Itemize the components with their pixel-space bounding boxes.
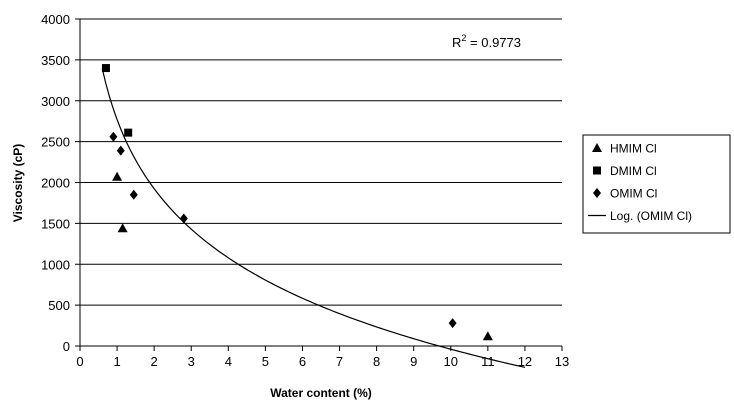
legend-square-marker: [593, 166, 601, 175]
y-tick-label: 2000: [41, 176, 70, 191]
trendline-omim-cl: [101, 68, 526, 368]
point-hmim-cl: [482, 331, 493, 341]
x-tick-label: 5: [262, 354, 269, 369]
y-tick-label: 4000: [41, 12, 70, 27]
legend-diamond-marker: [593, 188, 601, 198]
legend-triangle-marker: [592, 143, 602, 152]
y-tick-label: 0: [63, 339, 70, 354]
trendline: [101, 68, 526, 368]
r-squared-value: = 0.9773: [466, 35, 521, 50]
x-tick-label: 0: [76, 354, 83, 369]
r-squared-superscript: 2: [461, 33, 466, 43]
x-tick-label: 9: [410, 354, 417, 369]
y-tick-label: 2500: [41, 135, 70, 150]
legend-label: DMIM Cl: [610, 164, 657, 178]
point-omim-cl: [448, 318, 457, 329]
axes: [75, 18, 563, 351]
x-tick-labels: 0 1 2 3 4 5 6 7 8 9 10 11 12 13: [76, 354, 569, 369]
point-hmim-cl: [112, 171, 123, 181]
x-axis-title: Water content (%): [270, 386, 372, 400]
x-tick-label: 1: [113, 354, 120, 369]
x-tick-label: 12: [518, 354, 532, 369]
point-omim-cl: [109, 131, 118, 142]
point-dmim-cl: [101, 64, 110, 73]
legend-box: [582, 134, 731, 234]
y-tick-label: 500: [48, 298, 70, 313]
x-tick-label: 6: [299, 354, 306, 369]
x-tick-label: 7: [336, 354, 343, 369]
legend: HMIM Cl DMIM Cl OMIM Cl Log. (OMIM Cl): [582, 134, 731, 234]
y-tick-label: 1000: [41, 257, 70, 272]
x-tick-label: 2: [151, 354, 158, 369]
x-tick-label: 8: [373, 354, 380, 369]
r-squared-prefix: R: [452, 35, 461, 50]
point-omim-cl: [179, 213, 188, 224]
x-tick-label: 13: [555, 354, 569, 369]
r-squared-annotation: R2 = 0.9773: [452, 33, 521, 50]
legend-label: OMIM Cl: [610, 187, 657, 201]
x-tick-label: 10: [444, 354, 458, 369]
y-tick-label: 3000: [41, 94, 70, 109]
grid-lines: [80, 18, 562, 306]
y-tick-labels: 0 500 1000 1500 2000 2500 3000 3500 4000: [41, 12, 70, 354]
point-omim-cl: [129, 189, 138, 200]
legend-label: HMIM Cl: [610, 142, 657, 156]
y-tick-label: 1500: [41, 216, 70, 231]
point-omim-cl: [116, 145, 125, 156]
x-tick-label: 4: [225, 354, 232, 369]
point-dmim-cl: [124, 128, 133, 137]
legend-label: Log. (OMIM Cl): [610, 209, 692, 223]
y-tick-label: 3500: [41, 53, 70, 68]
x-tick-label: 11: [481, 354, 495, 369]
point-hmim-cl: [117, 223, 128, 233]
data-points: [101, 64, 493, 341]
x-tick-label: 3: [188, 354, 195, 369]
y-axis-title: Viscosity (cP): [11, 144, 25, 222]
